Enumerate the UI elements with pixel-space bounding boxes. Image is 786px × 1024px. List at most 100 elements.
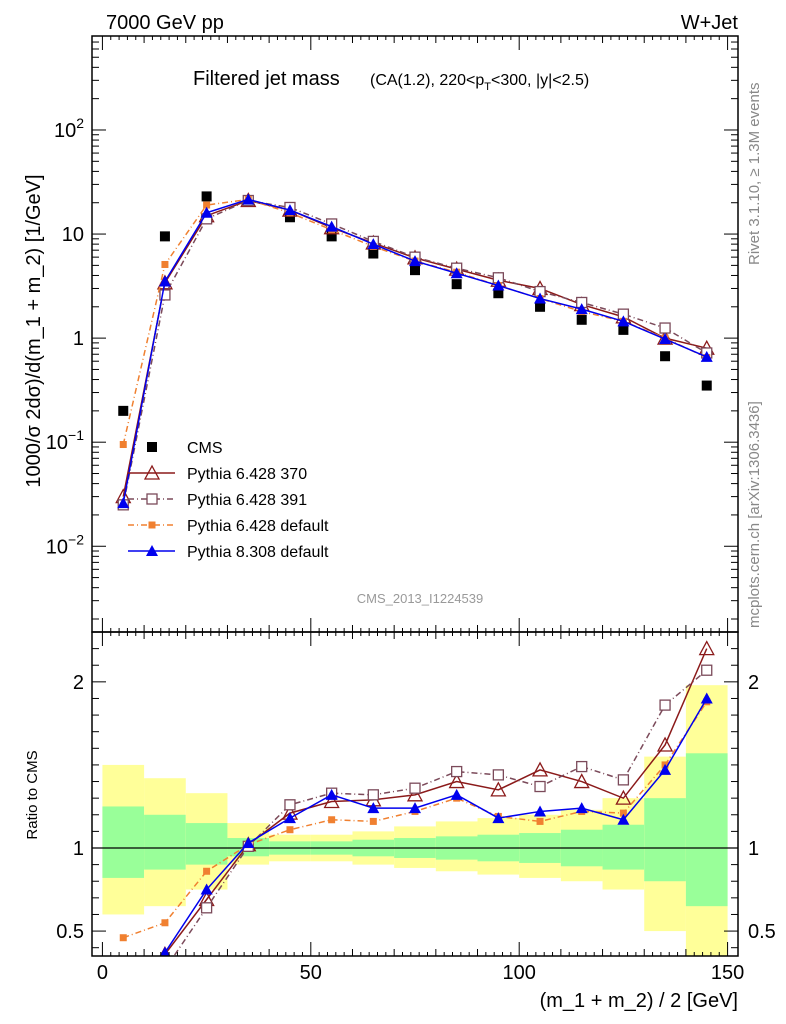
data-point [409, 782, 421, 794]
data-point [576, 760, 588, 773]
process-label: W+Jet [681, 12, 739, 34]
data-point [203, 867, 211, 875]
data-point [492, 279, 505, 291]
ratio-y-tick-label-right: 1 [748, 838, 759, 860]
data-point [119, 934, 127, 942]
data-point [158, 275, 171, 287]
rivet-events-label: Rivet 3.1.10, ≥ 1.3M events [746, 83, 763, 266]
band-green [102, 806, 145, 878]
data-point [617, 774, 630, 786]
data-point [492, 769, 505, 781]
x-tick-label: 50 [300, 962, 322, 984]
data-point [531, 761, 549, 777]
data-point [146, 493, 158, 505]
data-point [409, 255, 421, 267]
data-point [659, 333, 672, 345]
data-point [615, 789, 632, 805]
data-point [660, 351, 671, 362]
ratio-y-tick-label-right: 2 [748, 672, 759, 694]
data-point [619, 809, 627, 817]
series-line [122, 198, 708, 445]
data-point [617, 813, 630, 825]
data-point [617, 315, 630, 327]
legend-label: Pythia 6.428 default [187, 518, 329, 535]
data-point [534, 805, 547, 817]
main-panel: 10−2 10−1 1 10 102 Filtered jet mass (CA(1.2… [23, 35, 739, 633]
data-point [659, 699, 671, 711]
energy-label: 7000 GeV pp [106, 12, 224, 34]
y-tick-label: 10−1 [46, 427, 84, 454]
data-point [325, 788, 338, 800]
data-point [493, 288, 504, 299]
data-point [369, 817, 377, 825]
data-point [659, 322, 671, 334]
data-point [618, 324, 629, 335]
data-point [368, 248, 379, 259]
ratio-y-tick-label: 0.5 [56, 921, 84, 943]
ratio-y-axis-label: Ratio to CMS [24, 750, 41, 839]
data-point [450, 788, 463, 800]
data-point [575, 802, 588, 814]
data-point [159, 946, 171, 956]
data-point [367, 789, 379, 801]
data-point [118, 405, 129, 416]
band-green [685, 753, 728, 907]
data-point [146, 545, 158, 556]
ratio-series-3 [159, 692, 713, 956]
main-frame [91, 35, 739, 633]
y-tick-label: 10−2 [46, 531, 84, 558]
data-point [201, 191, 212, 202]
y-tick-label: 102 [54, 115, 84, 142]
data-point [326, 231, 337, 242]
x-tick-label: 100 [503, 962, 536, 984]
x-axis-label: (m_1 + m_2) / 2 [GeV] [540, 990, 738, 1012]
series-line [122, 198, 708, 504]
data-point [535, 301, 546, 312]
ratio-y-tick-label: 2 [73, 672, 84, 694]
legend-label: CMS [187, 440, 223, 457]
data-point [575, 303, 588, 315]
data-point [284, 212, 295, 223]
data-point [409, 802, 421, 814]
data-point [701, 380, 712, 391]
data-point [242, 193, 255, 205]
y-tick-label: 1 [73, 328, 84, 350]
data-point [328, 816, 336, 824]
data-point [159, 231, 170, 242]
data-point [451, 765, 463, 778]
data-point [448, 773, 465, 789]
series-line [122, 199, 708, 505]
ratio-line [123, 701, 708, 939]
data-point [286, 826, 294, 834]
data-point [200, 883, 213, 895]
ratio-y-tick-label-right: 0.5 [748, 921, 776, 943]
data-point [242, 837, 255, 849]
series-4 [117, 193, 713, 509]
series-0 [118, 191, 712, 416]
mcplots-ref-label: mcplots.cern.ch [arXiv:1306.3436] [746, 401, 763, 628]
data-point [200, 902, 213, 914]
x-tick-label: 150 [711, 962, 744, 984]
data-point [143, 464, 161, 480]
data-point [450, 267, 463, 279]
legend-label: Pythia 6.428 370 [187, 466, 307, 483]
data-point [367, 802, 380, 814]
data-point [159, 289, 171, 301]
band-green [144, 814, 186, 870]
data-point [700, 350, 713, 362]
band-green [602, 824, 645, 870]
legend: CMS Pythia 6.428 370 Pythia 6.428 391 Pythi… [128, 440, 329, 561]
data-point [700, 692, 713, 704]
data-point [283, 812, 296, 824]
plot-title: Filtered jet mass [193, 68, 340, 90]
plot-subtitle: (CA(1.2), 220<pT<300, |y|<2.5) [370, 72, 589, 93]
data-point [410, 265, 420, 276]
data-point [451, 279, 462, 290]
data-point [490, 781, 507, 797]
data-point [406, 786, 424, 802]
data-point [283, 204, 296, 216]
data-point [701, 664, 713, 676]
data-point [698, 640, 715, 656]
